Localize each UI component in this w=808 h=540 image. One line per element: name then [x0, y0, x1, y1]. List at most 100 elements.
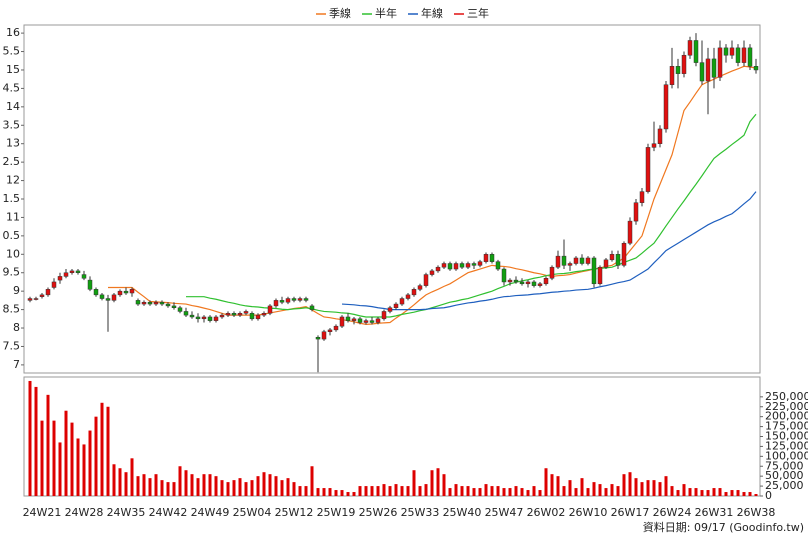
candle-body [345, 316, 351, 321]
x-tick-label: 25W40 [443, 506, 482, 519]
volume-bar [88, 430, 92, 496]
volume-bar [172, 482, 176, 496]
volume-bar [514, 486, 518, 496]
candle-body [411, 289, 417, 296]
candle-body [507, 279, 513, 283]
volume-bar [460, 486, 464, 496]
volume-bar [580, 478, 584, 496]
candle-body [489, 254, 495, 262]
volume-bar [406, 486, 410, 496]
candle-body [375, 318, 381, 323]
candle-body [561, 255, 567, 266]
x-tick-label: 25W12 [275, 506, 314, 519]
volume-bar [64, 410, 68, 496]
candle-body [699, 62, 705, 82]
legend-label: 季線 [329, 6, 351, 20]
volume-bar [616, 486, 620, 496]
candle-body [351, 318, 357, 321]
volume-bar [112, 464, 116, 496]
candle-body [45, 289, 51, 296]
volume-bar [610, 484, 614, 496]
footer: 資料日期: 09/17 (Goodinfo.tw) [643, 520, 804, 534]
volume-bar [700, 490, 704, 496]
volume-bar [634, 478, 638, 496]
volume-bar [166, 482, 170, 496]
volume-bar [562, 486, 566, 496]
volume-bar [154, 474, 158, 496]
volume-bar [628, 472, 632, 496]
candle-body [663, 84, 669, 130]
y2-tick-label: 125,000 [765, 439, 808, 452]
candle-body [615, 254, 621, 266]
volume-bar [202, 474, 206, 496]
candle-body [621, 242, 627, 266]
candle-body [141, 301, 147, 305]
candle-body [669, 66, 675, 85]
candle-body [105, 298, 111, 301]
x-tick-label: 25W04 [233, 506, 272, 519]
candle-body [135, 300, 141, 305]
candle-body [531, 281, 537, 286]
candle-body [447, 263, 453, 270]
volume-bar [280, 480, 284, 496]
candle-body [93, 289, 99, 296]
volume-bar [292, 482, 296, 496]
candle-body [405, 294, 411, 299]
candle-body [603, 259, 609, 268]
volume-bar [532, 486, 536, 496]
candle-body [513, 279, 519, 283]
candle-body [465, 263, 471, 268]
volume-bar [58, 442, 62, 496]
candle-body [645, 147, 651, 192]
x-tick-label: 25W26 [359, 506, 398, 519]
candle-body [63, 272, 69, 277]
volume-bar [160, 480, 164, 496]
volume-bar [454, 484, 458, 496]
volume-bar [400, 486, 404, 496]
volume-bar [340, 490, 344, 496]
volume-bar [274, 476, 278, 496]
candle-body [303, 298, 309, 301]
legend-label: 半年 [375, 6, 397, 20]
y2-tick-label: 150,000 [765, 430, 808, 443]
volume-bar [262, 472, 266, 496]
volume-bar [118, 468, 122, 496]
candle-body [189, 314, 195, 318]
volume-bar [586, 488, 590, 496]
candle-body [177, 307, 183, 312]
candle-body [165, 303, 171, 307]
candle-body [399, 298, 405, 305]
volume-bar [316, 488, 320, 496]
volume-bar [658, 482, 662, 496]
volume-bar [394, 484, 398, 496]
x-tick-label: 26W10 [569, 506, 608, 519]
candle-body [525, 281, 531, 285]
candle-body [417, 285, 423, 290]
volume-bar [496, 486, 500, 496]
x-tick-label: 25W47 [485, 506, 524, 519]
volume-bar [712, 488, 716, 496]
volume-bar [256, 476, 260, 496]
y2-tick-label: 75,000 [765, 459, 804, 472]
candle-body [597, 266, 603, 285]
candle-body [231, 313, 237, 316]
volume-bar [100, 402, 104, 496]
y-tick-label: 12 [6, 174, 20, 187]
volume-bar [508, 488, 512, 496]
volume-bar [424, 484, 428, 496]
candle-body [633, 202, 639, 222]
y2-tick-label: 25,000 [765, 479, 804, 492]
y-tick-label: 8.5 [3, 303, 21, 316]
volume-bar [178, 466, 182, 496]
candle-body [99, 294, 105, 299]
candle-body [723, 47, 729, 56]
volume-bar [250, 480, 254, 496]
y-tick-label: 9.5 [3, 266, 21, 279]
volume-bar [190, 474, 194, 496]
volume-bar [34, 386, 38, 496]
y2-tick-label: 225,000 [765, 400, 808, 413]
candle-body [471, 263, 477, 266]
candle-body [453, 263, 459, 270]
volume-bar [430, 470, 434, 496]
candle-body [711, 58, 717, 78]
